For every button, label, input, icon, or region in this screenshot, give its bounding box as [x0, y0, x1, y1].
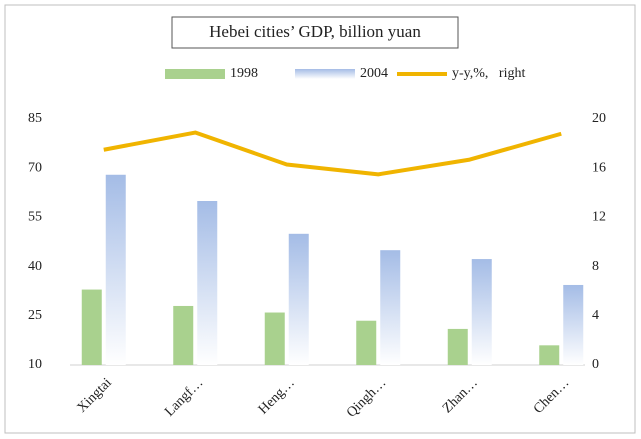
title-box — [171, 16, 459, 49]
y2-tick-label: 8 — [592, 259, 599, 274]
bar — [380, 250, 401, 365]
y-tick-label: 70 — [28, 160, 42, 175]
bar — [563, 284, 584, 365]
legend-swatch — [295, 69, 355, 79]
chart-title: Hebei cities’ GDP, billion yuan — [209, 22, 421, 41]
legend-label: 1998 — [230, 66, 258, 81]
bar — [539, 345, 560, 365]
y-tick-label: 85 — [28, 111, 42, 126]
legend-swatch — [165, 69, 225, 79]
bar — [447, 328, 468, 365]
bar — [356, 320, 377, 365]
legend-label: y-y,%, right — [452, 66, 525, 81]
bar — [81, 289, 102, 365]
line — [103, 130, 562, 177]
bar — [173, 305, 194, 365]
y2-tick-label: 12 — [592, 210, 606, 225]
y2-tick-label: 4 — [592, 308, 599, 323]
bar — [197, 201, 218, 365]
bar — [288, 233, 309, 365]
y2-tick-label: 0 — [592, 357, 599, 372]
legend-label: 2004 — [360, 66, 388, 81]
bar — [105, 174, 126, 365]
y2-tick-label: 20 — [592, 111, 606, 126]
y-tick-label: 25 — [28, 308, 42, 323]
y2-tick-label: 16 — [592, 160, 606, 175]
bar — [264, 312, 285, 365]
y-tick-label: 40 — [28, 259, 42, 274]
y-tick-label: 10 — [28, 357, 42, 372]
y-tick-label: 55 — [28, 210, 42, 225]
bar — [471, 259, 492, 365]
